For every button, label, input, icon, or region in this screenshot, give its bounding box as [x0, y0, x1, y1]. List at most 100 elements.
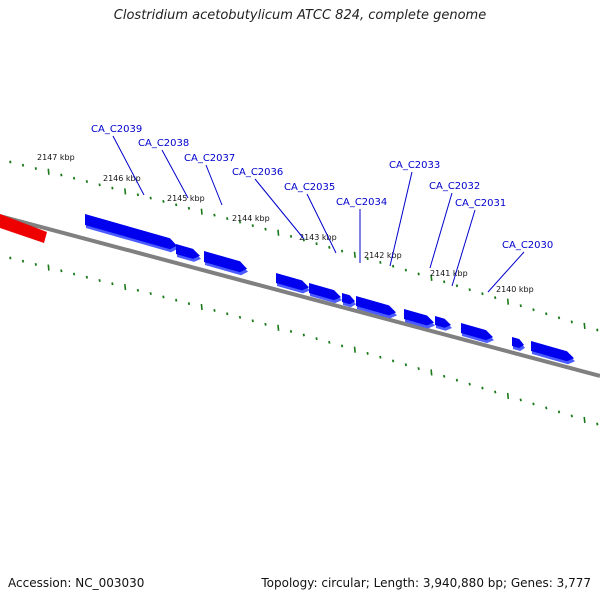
- gene-label-leader: [205, 164, 223, 206]
- tick-mark: [583, 416, 586, 424]
- kbp-label: 2145 kbp: [167, 194, 205, 203]
- tick-mark: [175, 203, 178, 207]
- tick-mark: [289, 234, 293, 238]
- tick-mark: [124, 283, 127, 291]
- kbp-label: 2143 kbp: [299, 233, 337, 242]
- highlighted-region: [0, 214, 47, 243]
- gene-label-leader: [112, 135, 145, 196]
- gene-arrow: [356, 296, 396, 316]
- tick-mark: [417, 367, 420, 371]
- kbp-label: 2142 kbp: [364, 251, 402, 260]
- gene-arrow: [276, 273, 309, 291]
- tick-mark: [251, 224, 254, 228]
- tick-mark: [200, 208, 203, 215]
- kbp-label: 2144 kbp: [232, 214, 270, 223]
- tick-mark: [111, 186, 114, 190]
- gene-label: CA_C2036: [232, 167, 283, 178]
- tick-mark: [34, 262, 37, 266]
- tick-mark: [391, 359, 395, 363]
- inner-tick-ring: [9, 256, 599, 426]
- tick-mark: [60, 173, 63, 177]
- tick-mark: [175, 298, 178, 302]
- tick-mark: [455, 378, 459, 382]
- accession-text: Accession: NC_003030: [8, 576, 145, 590]
- gene-label-leader: [254, 178, 305, 240]
- tick-mark: [187, 302, 191, 306]
- gene-arrow: [512, 337, 524, 349]
- tick-mark: [149, 292, 152, 296]
- tick-mark: [277, 229, 280, 236]
- gene-label: CA_C2039: [91, 124, 142, 135]
- tick-mark: [264, 227, 267, 231]
- tick-mark: [85, 180, 89, 183]
- tick-mark: [468, 382, 471, 386]
- gene-label: CA_C2038: [138, 138, 189, 149]
- tick-mark: [328, 340, 331, 344]
- tick-mark: [213, 308, 216, 312]
- tick-mark: [596, 328, 599, 332]
- tick-mark: [98, 279, 101, 282]
- tick-mark: [47, 168, 50, 175]
- kbp-label: 2146 kbp: [103, 174, 141, 183]
- tick-mark: [213, 213, 216, 217]
- tick-mark: [289, 329, 293, 333]
- gene-arrow: [435, 316, 451, 328]
- tick-mark: [494, 390, 497, 394]
- outer-tick-ring: [9, 160, 599, 332]
- tick-mark: [277, 324, 280, 331]
- tick-mark: [21, 259, 25, 263]
- gene-label: CA_C2031: [455, 198, 506, 209]
- tick-mark: [442, 280, 446, 284]
- tick-mark: [34, 167, 37, 170]
- kbp-labels: 2147 kbp 2146 kbp 2145 kbp 2144 kbp 2143 kbp…: [37, 153, 534, 294]
- gene-label-leader: [429, 192, 453, 269]
- gene-arrow: [85, 214, 177, 250]
- tick-mark: [366, 351, 369, 355]
- gene-labels: CA_C2039 CA_C2038 CA_C2037 CA_C2036CA_C2035…: [91, 124, 553, 251]
- tick-mark: [353, 251, 356, 258]
- tick-mark: [340, 344, 344, 348]
- tick-mark: [353, 346, 356, 353]
- tick-mark: [111, 282, 114, 286]
- gene-label-leader: [389, 171, 413, 267]
- tick-mark: [596, 422, 599, 426]
- gene-arrow: [531, 341, 574, 362]
- tick-mark: [136, 288, 140, 292]
- gene-label: CA_C2032: [429, 181, 480, 192]
- tick-mark: [149, 196, 152, 200]
- tick-mark: [264, 322, 267, 326]
- gene-label-leader: [487, 251, 525, 293]
- tick-mark: [519, 398, 522, 402]
- tick-mark: [468, 288, 471, 292]
- tick-mark: [251, 319, 254, 323]
- tick-mark: [442, 374, 446, 378]
- gene-arrow: [342, 293, 355, 305]
- tick-mark: [379, 260, 382, 264]
- gene-arrow: [404, 309, 434, 326]
- tick-mark: [85, 275, 89, 279]
- tick-mark: [481, 386, 484, 390]
- tick-mark: [238, 220, 242, 224]
- tick-mark: [60, 269, 63, 273]
- tick-mark: [200, 303, 203, 311]
- tick-mark: [404, 363, 408, 367]
- tick-mark: [557, 316, 561, 320]
- tick-mark: [481, 292, 484, 296]
- tick-mark: [494, 296, 497, 300]
- gene-arrow: [176, 244, 200, 259]
- gene-label-leader: [306, 193, 337, 254]
- tick-mark: [557, 410, 561, 414]
- tick-mark: [391, 264, 395, 268]
- tick-mark: [21, 163, 25, 167]
- tick-mark: [124, 188, 127, 195]
- tick-mark: [545, 406, 548, 410]
- tick-mark: [98, 183, 101, 187]
- tick-mark: [226, 217, 229, 221]
- tick-mark: [315, 242, 318, 246]
- tick-mark: [302, 333, 305, 337]
- tick-mark: [532, 308, 535, 312]
- map-title: Clostridium acetobutylicum ATCC 824, com…: [113, 8, 487, 23]
- tick-mark: [162, 199, 165, 203]
- tick-mark: [532, 402, 535, 406]
- tick-mark: [9, 256, 12, 260]
